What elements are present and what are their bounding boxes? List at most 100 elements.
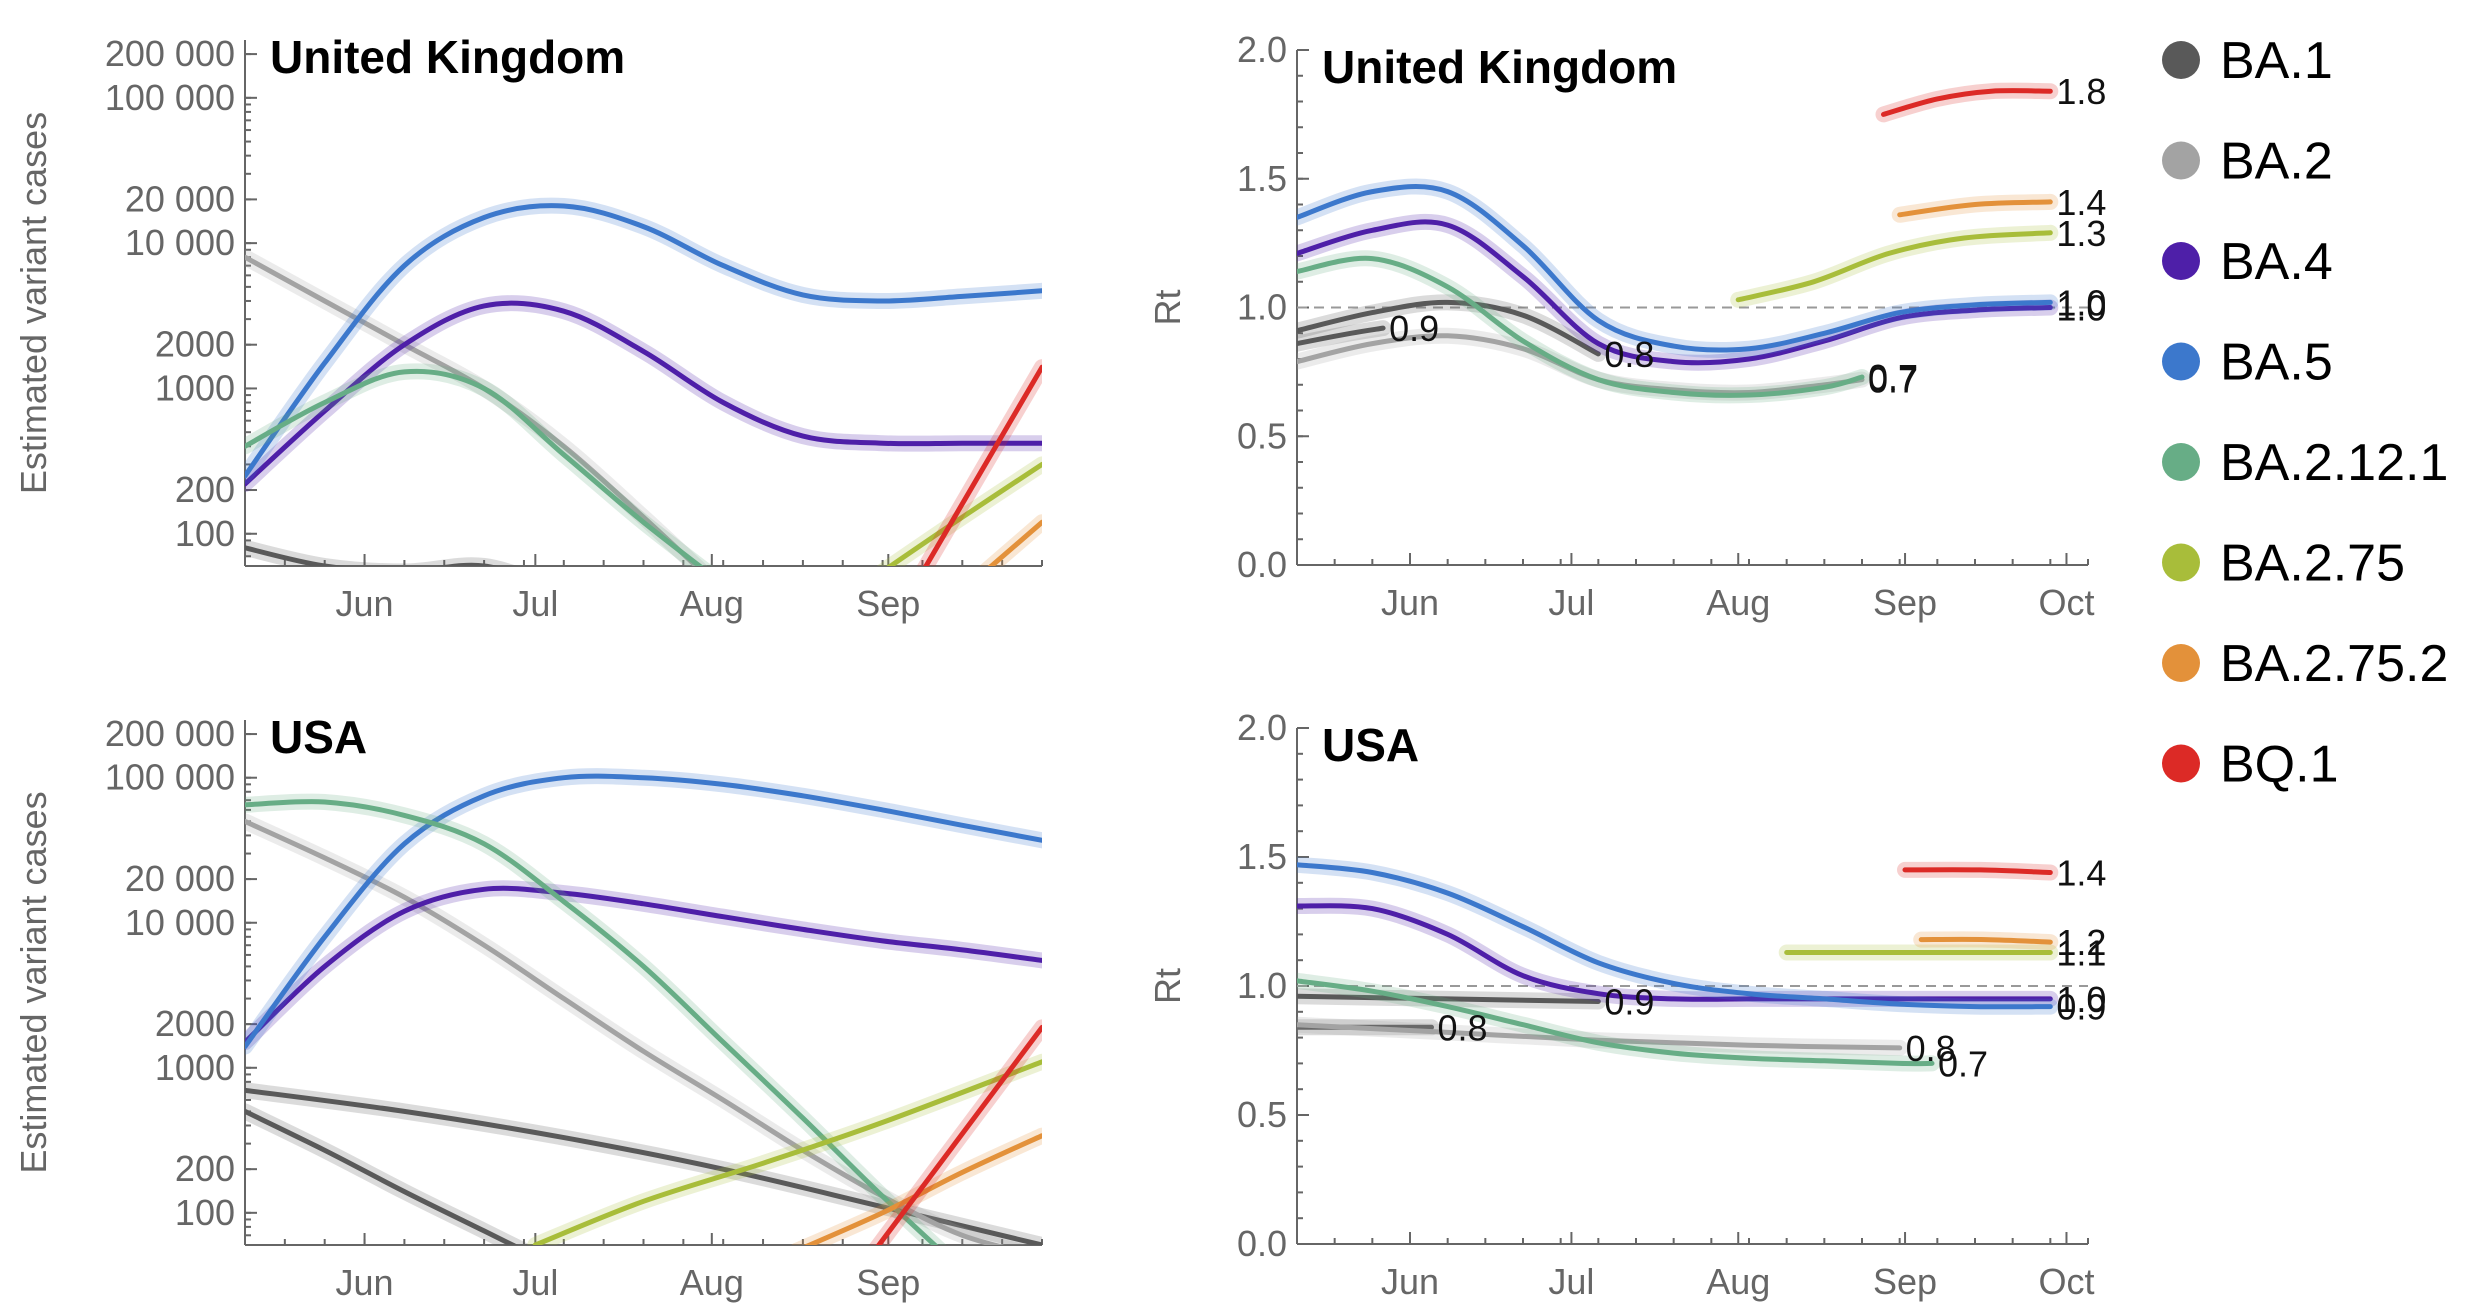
legend-label: BA.5: [2220, 334, 2333, 392]
rt-end-label: 1.0: [2056, 979, 2106, 1020]
y-tick-label: 1000: [155, 1047, 235, 1088]
rt-end-label: 1.0: [2056, 288, 2106, 329]
series-line-ba-5: [1297, 862, 2053, 1010]
legend-item-ba-2: BA.2: [2162, 133, 2333, 191]
x-tick-label: Aug: [680, 1262, 744, 1303]
panel-title: USA: [1322, 719, 1419, 771]
series-line-ba-2-75: [1735, 230, 2053, 303]
panel-title: United Kingdom: [270, 31, 625, 83]
rt-end-label: 0.8: [1438, 1007, 1488, 1048]
series-line-ba-5-band: [245, 197, 1042, 484]
rt-end-label: 0.9: [1389, 308, 1439, 349]
legend-marker: [2162, 141, 2200, 180]
legend-marker: [2162, 744, 2200, 783]
y-tick-label: 200 000: [105, 713, 235, 754]
series-line-ba-4: [1297, 903, 2053, 1002]
y-tick-label: 10 000: [125, 222, 235, 263]
y-tick-label: 20 000: [125, 178, 235, 219]
series-line-ba-4: [245, 300, 1042, 487]
panel-usa-rt: 0.0 0.5 1.0 1.5 2.0 Jun Jul Aug Sep Oct Rt 0.8 0.9 0.…: [1147, 707, 2106, 1302]
y-tick-label: 20 000: [125, 858, 235, 899]
rt-end-label: 0.9: [1604, 981, 1654, 1022]
rt-end-label: 1.0: [2056, 282, 2106, 323]
panel-title: USA: [270, 711, 367, 763]
legend-label: BA.2: [2220, 133, 2333, 191]
series-line-ba-1: [245, 1108, 519, 1245]
series-line-ba-1: [245, 545, 498, 566]
legend-marker: [2162, 543, 2200, 582]
y-axis-label: Rt: [1147, 968, 1188, 1004]
legend-item-ba-2-12-1: BA.2.12.1: [2162, 434, 2448, 492]
rt-end-label: 0.9: [2056, 987, 2106, 1028]
y-tick-label: 1.5: [1237, 836, 1287, 877]
y-tick-label: 200: [175, 1148, 235, 1189]
y-tick-label: 100: [175, 513, 235, 554]
x-tick-label: Jun: [336, 1262, 394, 1303]
rt-end-label: 0.7: [1868, 360, 1918, 401]
series-line-ba-2-75-2: [803, 1133, 1042, 1245]
series-line-bq-1: [1902, 867, 2053, 875]
series-line-ba-2-12-1: [245, 799, 939, 1245]
rt-end-label: 1.2: [2056, 922, 2106, 963]
series-line-ba-2-12-1-band: [245, 363, 713, 566]
legend-marker: [2162, 242, 2200, 280]
y-tick-label: 1.0: [1237, 287, 1287, 328]
rt-end-label: 0.7: [1868, 357, 1918, 398]
legend-label: BA.2.75: [2220, 535, 2405, 593]
y-axis-label: Rt: [1147, 290, 1188, 326]
x-tick-label: Sep: [1873, 1261, 1937, 1302]
series-line-ba-5: [1297, 183, 2053, 353]
y-tick-label: 200 000: [105, 33, 235, 74]
series-line-ba-2-12-1: [1297, 978, 1935, 1067]
series-line-ba-2-12-1: [245, 368, 704, 566]
x-tick-label: Sep: [856, 1262, 920, 1303]
plot-area: [1297, 856, 2059, 1072]
legend-item-bq-1: BQ.1: [2162, 736, 2339, 794]
plot-area: [245, 768, 1042, 1245]
y-tick-label: 2000: [155, 1003, 235, 1044]
x-tick-label: Oct: [2038, 582, 2094, 623]
y-tick-label: 200: [175, 469, 235, 510]
x-tick-label: Sep: [856, 583, 920, 624]
series-line-ba-4: [1297, 219, 2053, 366]
series-line-ba-1: [1297, 993, 1601, 1004]
series-line-bq-1: [875, 1024, 1042, 1245]
legend-item-ba-5: BA.5: [2162, 334, 2333, 392]
series-line-ba-2-75: [886, 461, 1042, 566]
series-line-bq-1: [1881, 88, 2053, 117]
legend-item-ba-2-75: BA.2.75: [2162, 535, 2405, 593]
x-tick-label: Aug: [1706, 1261, 1770, 1302]
rt-end-label: 0.7: [1938, 1043, 1988, 1084]
series-line-ba-2-75: [532, 1059, 1042, 1245]
rt-end-label: 0.8: [1906, 1028, 1956, 1069]
series-line-bq-1: [923, 364, 1042, 566]
series-line-ba-2-75-2: [987, 519, 1042, 566]
series-line-ba-4: [245, 885, 1042, 1045]
x-tick-label: Jul: [1548, 1261, 1594, 1302]
series-line-ba-5: [245, 773, 1042, 1050]
legend: BA.1 BA.2 BA.4 BA.5 BA.2.12.1 BA.2.75 BA.2.75.…: [2162, 32, 2448, 794]
plot-area: [245, 197, 1042, 566]
series-line-ba-2-75-2: [1918, 936, 2053, 945]
rt-end-label: 0.8: [1604, 334, 1654, 375]
rt-end-label: 1.1: [2056, 932, 2106, 973]
rt-end-label: 1.3: [2056, 213, 2106, 254]
x-tick-label: Oct: [2038, 1261, 2094, 1302]
legend-marker: [2162, 342, 2200, 381]
legend-item-ba-4: BA.4: [2162, 233, 2333, 291]
y-axis-label: Estimated variant cases: [13, 112, 54, 494]
y-tick-label: 2000: [155, 324, 235, 365]
y-tick-label: 0.0: [1237, 544, 1287, 585]
series-line-ba-1: [1297, 299, 1601, 357]
y-tick-label: 2.0: [1237, 707, 1287, 748]
legend-marker: [2162, 41, 2200, 79]
legend-label: BA.2.12.1: [2220, 434, 2448, 492]
y-tick-label: 1.5: [1237, 158, 1287, 199]
panel-uk-rt: 0.0 0.5 1.0 1.5 2.0 Jun Jul Aug Sep Oct Rt 0.9 0.8 0.…: [1147, 29, 2106, 623]
plot-area: [1297, 82, 2059, 404]
x-tick-label: Jul: [1548, 582, 1594, 623]
x-tick-label: Jul: [512, 1262, 558, 1303]
